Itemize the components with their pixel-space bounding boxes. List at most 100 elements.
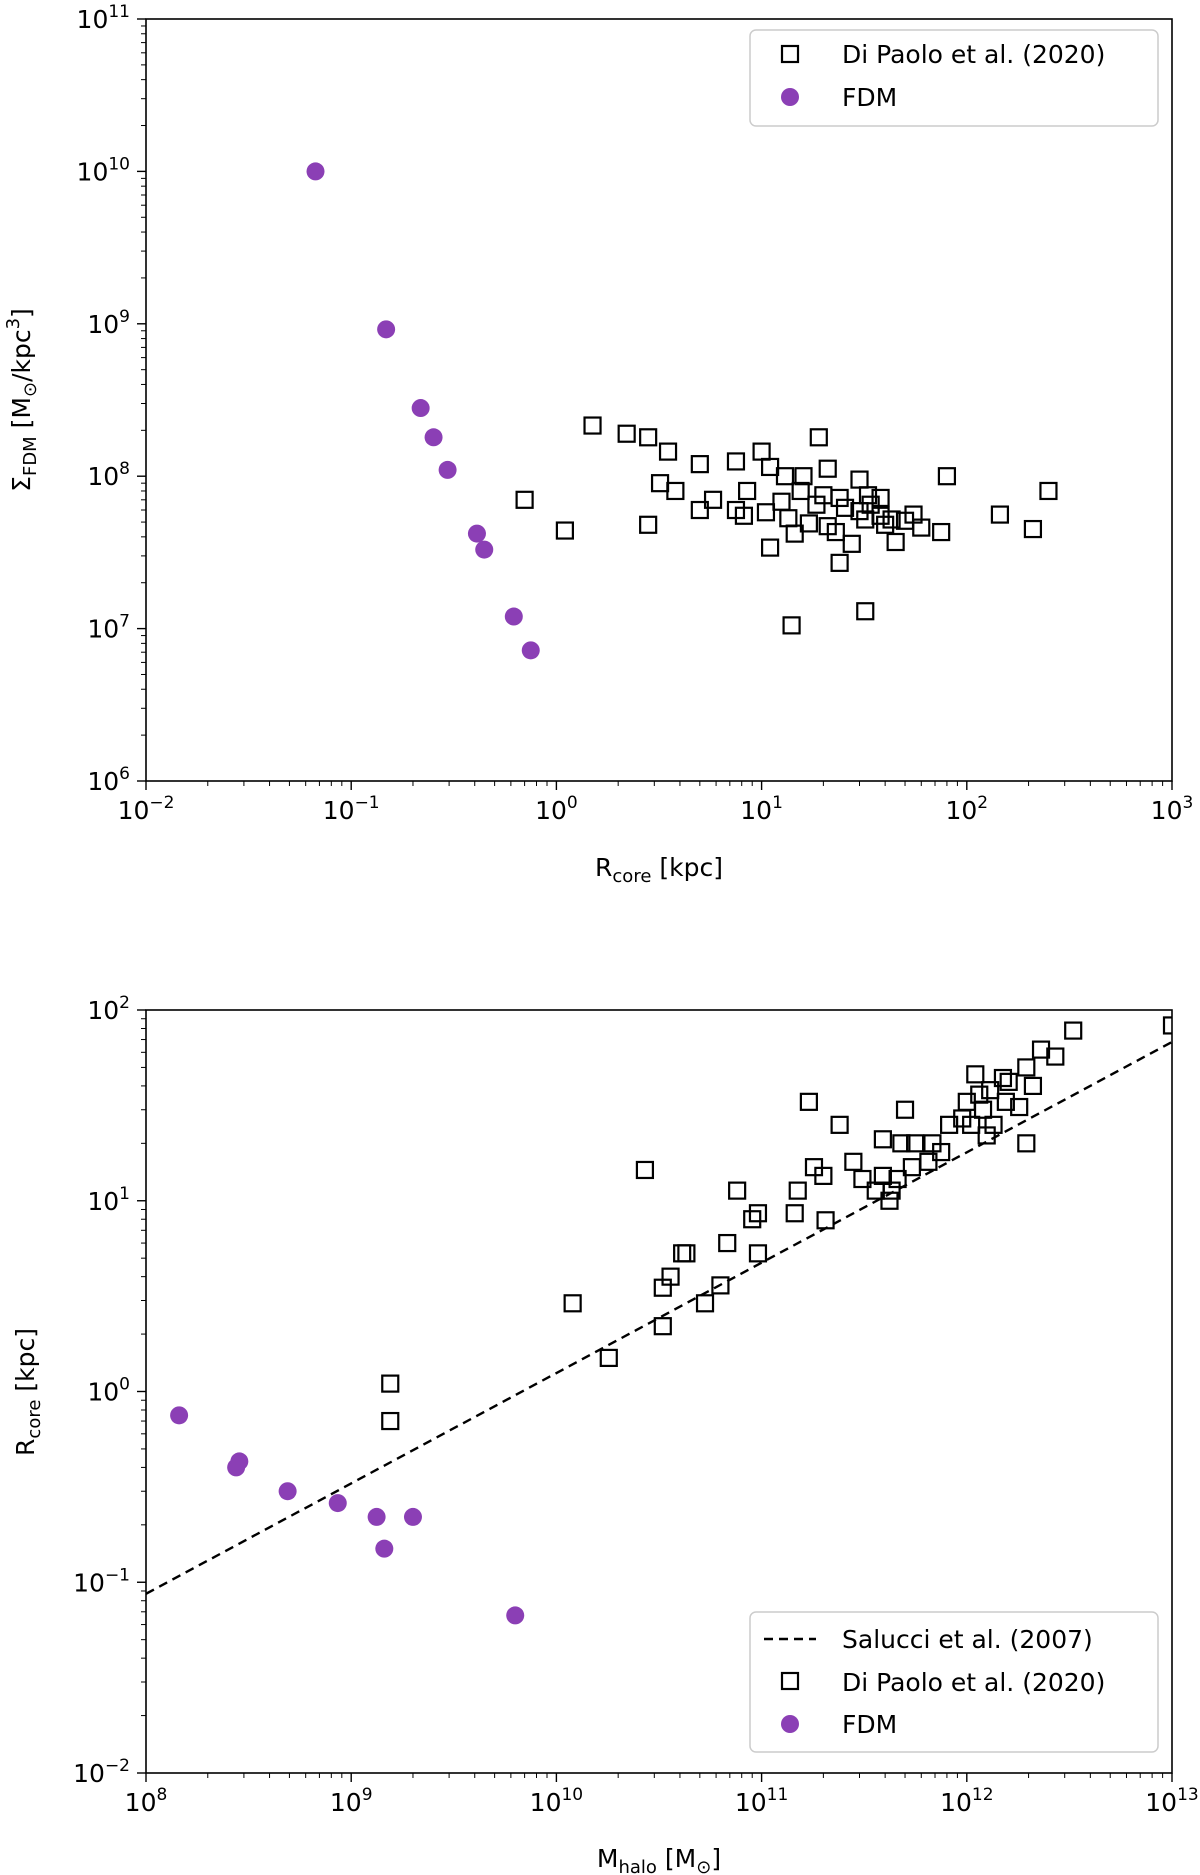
bottom-x-axis-label: Mhalo [M⊙] <box>597 1844 721 1875</box>
bottom-di-paolo-point <box>695 1294 715 1313</box>
top-di-paolo-point <box>1023 519 1043 539</box>
bottom-di-paolo-point <box>892 1134 911 1153</box>
bottom-y-tick-label: 102 <box>87 993 130 1025</box>
top-di-paolo-point <box>799 514 818 533</box>
bottom-di-paolo-series <box>381 1016 1172 1431</box>
bottom-x-label-mid: [M <box>657 1844 696 1873</box>
bottom-di-paolo-point <box>940 1115 959 1134</box>
bottom-di-paolo-point <box>563 1294 582 1313</box>
bottom-di-paolo-point <box>661 1267 680 1286</box>
bottom-di-paolo-point <box>880 1191 899 1210</box>
top-di-paolo-point <box>912 518 931 537</box>
top-legend-square-marker <box>780 44 800 64</box>
top-di-paolo-point <box>639 515 658 534</box>
bottom-di-paolo-point <box>830 1115 849 1134</box>
top-fdm-series <box>306 162 540 660</box>
top-di-paolo-point <box>842 534 861 553</box>
bottom-fdm-point <box>403 1507 422 1526</box>
top-fdm-point <box>424 428 443 447</box>
bottom-di-paolo-point <box>984 1115 1003 1134</box>
top-y-label-slash: /kpc <box>7 329 36 382</box>
bottom-di-paolo-point <box>1162 1016 1172 1035</box>
top-di-paolo-point <box>726 452 746 471</box>
top-di-paolo-point <box>583 416 602 435</box>
bottom-di-paolo-point <box>966 1065 985 1084</box>
top-di-paolo-point <box>779 509 798 528</box>
bottom-di-paolo-point <box>673 1244 692 1263</box>
bottom-x-label-odot: ⊙ <box>696 1857 711 1875</box>
top-plot-area <box>306 162 1058 660</box>
bottom-fdm-point <box>230 1452 249 1471</box>
bottom-legend-label-fdm: FDM <box>842 1710 897 1739</box>
bottom-fdm-series <box>170 1406 525 1625</box>
top-di-paolo-point <box>617 424 636 443</box>
bottom-y-label-rest: [kpc] <box>11 1328 40 1400</box>
bottom-di-paolo-point <box>973 1100 993 1119</box>
top-di-paolo-point <box>932 522 951 542</box>
top-y-label-sup: 3 <box>3 318 24 329</box>
bottom-di-paolo-point <box>873 1166 892 1185</box>
top-fdm-point <box>306 162 325 181</box>
top-di-paolo-point <box>830 488 849 508</box>
top-di-paolo-point <box>690 500 709 520</box>
bottom-di-paolo-point <box>653 1317 672 1336</box>
bottom-fdm-point <box>328 1494 347 1513</box>
top-di-paolo-point <box>756 503 776 522</box>
top-y-label-main: Σ <box>7 476 36 492</box>
bottom-di-paolo-point <box>381 1411 400 1431</box>
bottom-di-paolo-point <box>799 1092 818 1111</box>
top-di-paolo-point <box>882 510 901 529</box>
bottom-di-paolo-point <box>906 1134 925 1153</box>
bottom-di-paolo-point <box>1023 1076 1043 1096</box>
bottom-x-tick-label: 1011 <box>735 1785 788 1817</box>
top-y-label-mid: [M <box>7 397 36 436</box>
top-y-label-end: ] <box>7 308 36 318</box>
bottom-di-paolo-point <box>635 1160 655 1180</box>
bottom-y-tick-label: 100 <box>87 1375 130 1407</box>
bottom-di-paolo-point <box>962 1115 981 1134</box>
bottom-di-paolo-point <box>1017 1058 1036 1077</box>
top-fdm-point <box>377 320 396 339</box>
bottom-di-paolo-point <box>981 1081 1000 1100</box>
top-di-paolo-point <box>782 616 801 635</box>
top-y-label-odot: ⊙ <box>20 382 41 397</box>
top-y-axis-label: ΣFDM [M⊙/kpc3] <box>3 308 41 492</box>
bottom-x-label-sub: halo <box>618 1857 656 1875</box>
top-di-paolo-point <box>734 506 754 525</box>
bottom-di-paolo-point <box>743 1210 762 1229</box>
top-x-tick-label: 103 <box>1151 793 1194 825</box>
top-di-paolo-point <box>772 492 791 511</box>
bottom-di-paolo-point <box>1064 1021 1083 1040</box>
top-di-paolo-point <box>937 467 957 486</box>
bottom-plot-area <box>146 1016 1172 1625</box>
top-fdm-point <box>475 540 494 559</box>
top-di-paolo-point <box>555 521 574 540</box>
top-di-paolo-point <box>830 553 849 572</box>
top-fdm-point <box>411 399 430 418</box>
top-di-paolo-point <box>826 522 845 542</box>
top-x-label-rest: [kpc] <box>651 853 723 882</box>
top-di-paolo-point <box>760 457 780 477</box>
bottom-di-paolo-point <box>711 1276 730 1295</box>
bottom-di-paolo-point <box>1017 1134 1036 1153</box>
top-x-tick-label: 101 <box>740 793 783 825</box>
bottom-di-paolo-point <box>844 1152 863 1171</box>
top-di-paolo-point <box>775 467 795 486</box>
top-di-paolo-point <box>650 474 670 493</box>
bottom-x-tick-label: 1012 <box>940 1785 993 1817</box>
top-di-paolo-point <box>791 481 810 501</box>
top-x-label-main: R <box>595 853 612 882</box>
top-fdm-point <box>438 460 457 479</box>
top-y-label-sub: FDM <box>20 436 41 476</box>
bottom-x-label-main: M <box>597 1844 619 1873</box>
bottom-di-paolo-point <box>748 1204 768 1223</box>
bottom-x-tick-label: 1013 <box>1145 1785 1198 1817</box>
top-y-tick-label: 109 <box>87 307 130 339</box>
top-legend-label-fdm: FDM <box>842 83 897 112</box>
bottom-legend-label-salucci: Salucci et al. (2007) <box>842 1625 1093 1654</box>
bottom-legend-label-di-paolo: Di Paolo et al. (2020) <box>842 1668 1105 1697</box>
bottom-di-paolo-point <box>728 1181 747 1200</box>
top-di-paolo-point <box>871 488 890 508</box>
bottom-legend: Salucci et al. (2007) Di Paolo et al. (2… <box>749 1611 1159 1753</box>
top-x-ticks: 10−2 10−1 100 101 102 103 <box>118 781 1194 825</box>
